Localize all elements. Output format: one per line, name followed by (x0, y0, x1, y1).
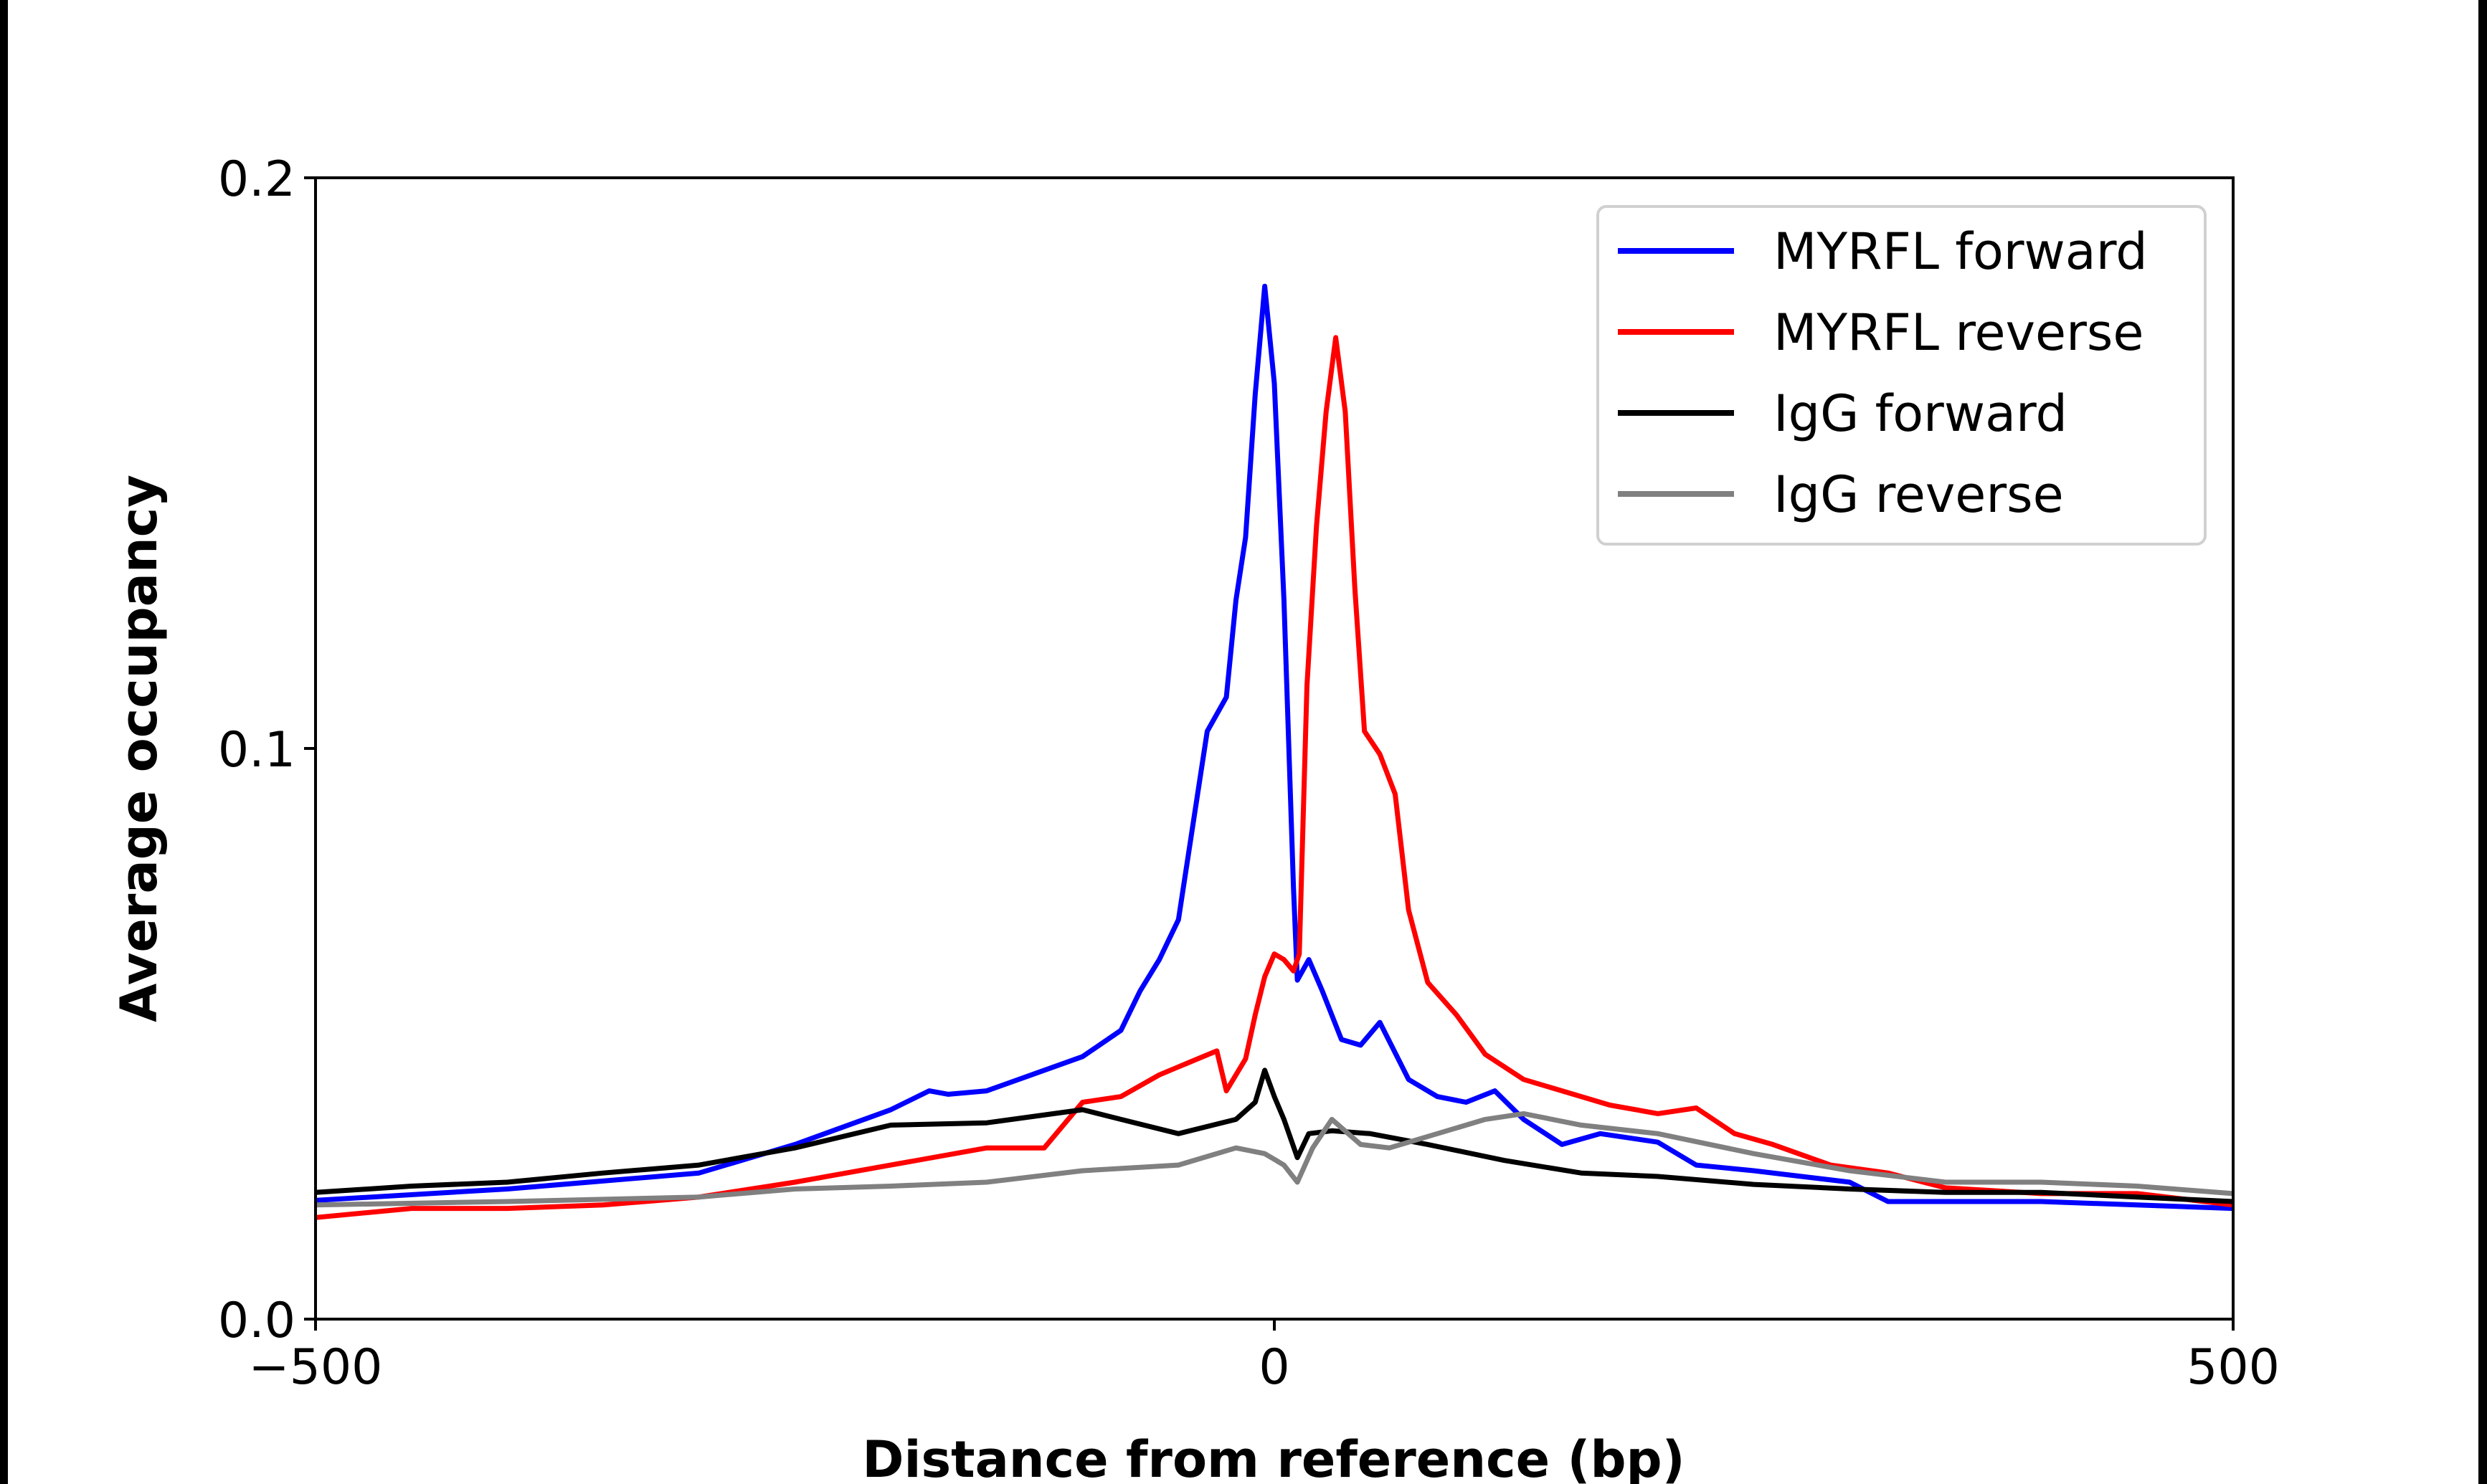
y-tick-label: 0.1 (218, 722, 295, 779)
legend-label: IgG reverse (1773, 465, 2064, 524)
series-layer (315, 283, 2234, 1220)
y-axis-label: Average occupancy (110, 475, 169, 1022)
right-border (2478, 0, 2487, 1484)
series-line-myrfl-reverse (315, 335, 2234, 1220)
y-tick-label: 0.2 (218, 151, 295, 208)
legend-label: MYRFL reverse (1773, 303, 2143, 362)
x-axis-label: Distance from reference (bp) (862, 1430, 1685, 1484)
x-tick-label: 0 (1259, 1339, 1289, 1396)
legend-label: IgG forward (1773, 384, 2067, 443)
ticks: −500 0 500 0.0 0.1 0.2 (218, 151, 2280, 1396)
x-tick-label: 500 (2187, 1339, 2280, 1396)
legend-label: MYRFL forward (1773, 222, 2148, 281)
series-line-myrfl-forward (315, 283, 2234, 1212)
left-border (0, 0, 8, 1484)
series-line-igg-forward (315, 1067, 2234, 1204)
y-tick-label: 0.0 (218, 1293, 295, 1349)
x-tick-label: −500 (249, 1339, 383, 1396)
legend-frame (1596, 205, 2207, 546)
legend: MYRFL forward MYRFL reverse IgG forward IgG… (1596, 205, 2207, 546)
series-line-igg-reverse (315, 1110, 2234, 1208)
